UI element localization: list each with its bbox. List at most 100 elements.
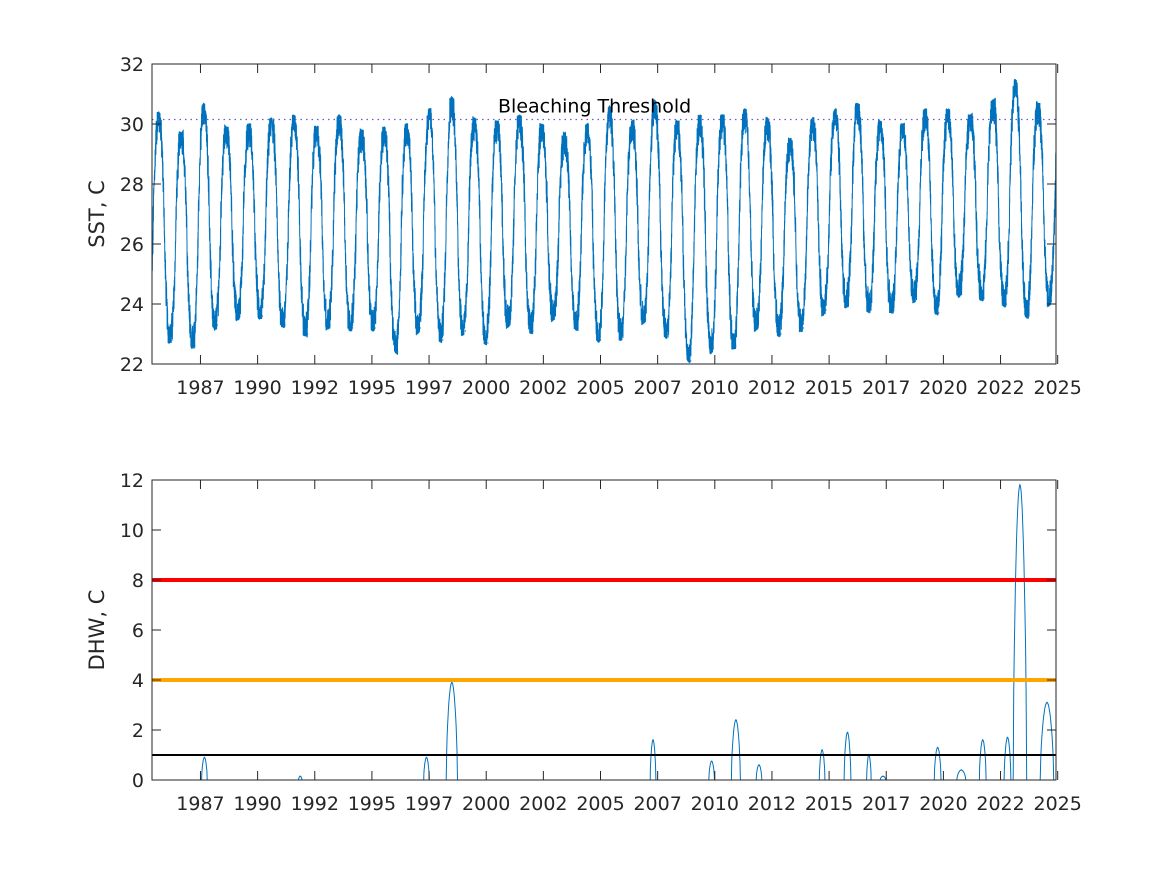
sst-trough-point-37: [1005, 303, 1008, 305]
sst-peak-point-7: [316, 129, 318, 131]
dhw-event-peak-16: [1019, 484, 1021, 486]
sst-trough-point-36: [983, 297, 985, 299]
sst-trough-point-33: [915, 297, 917, 299]
sst-peak-point-15: [496, 123, 498, 125]
sst-trough-point-13: [464, 330, 466, 332]
sst-peak-point-1: [180, 135, 182, 137]
sst-trough-point-17: [554, 315, 557, 317]
plot-area: [152, 483, 1056, 780]
dhw-event-peak-13: [960, 769, 962, 771]
sst-peak-point-39: [1037, 105, 1039, 107]
y-tick-label: 10: [120, 520, 144, 542]
sst-peak-point-28: [789, 141, 791, 143]
sst-trough-point-9: [374, 327, 376, 329]
x-tick-label: 2017: [862, 377, 910, 399]
x-tick-label: 2005: [576, 377, 624, 399]
x-tick-label: 2022: [976, 377, 1024, 399]
sst-trough-point-21: [645, 318, 647, 320]
sst-peak-point-16: [518, 117, 521, 119]
dhw-event-peak-17: [1046, 701, 1048, 704]
sst-trough-point-1: [194, 345, 196, 347]
x-tick-label: 2007: [633, 377, 681, 399]
dhw-event-peak-1: [299, 775, 301, 777]
sst-peak-point-24: [699, 117, 701, 119]
sst-trough-point-10: [397, 351, 399, 353]
bleaching-threshold-label: Bleaching Threshold: [498, 96, 691, 118]
dhw-event-peak-15: [1006, 736, 1009, 739]
dhw-event-peak-7: [758, 764, 760, 766]
sst-peak-point-11: [406, 126, 408, 128]
sst-peak-point-37: [992, 102, 994, 104]
sst-peak-point-30: [834, 111, 836, 113]
axes-box: [151, 63, 1057, 365]
sst-trough-point-16: [532, 330, 534, 332]
x-tick-label: 2002: [519, 793, 567, 815]
y-tick-label: 24: [120, 294, 144, 316]
x-tick-label: 1995: [348, 377, 396, 399]
sst-peak-point-21: [631, 123, 633, 125]
dhw-event-peak-11: [882, 775, 884, 777]
sst-peak-point-22: [654, 102, 656, 104]
sst-peak-point-31: [857, 105, 859, 107]
sst-trough-point-31: [870, 309, 872, 311]
x-tick-label: 1992: [291, 377, 339, 399]
dhw-event-peak-2: [425, 756, 428, 759]
dhw-event-peak-9: [846, 731, 849, 734]
x-tick-label: 1990: [233, 377, 281, 399]
x-tick-label: 2015: [805, 793, 853, 815]
y-tick-label: 8: [132, 570, 144, 592]
dhw-panel: 0 2 4 6 8 10 12 1987 1990 1992 1995 1997 2000 2002 200…: [85, 470, 1082, 815]
sst-peak-point-29: [811, 120, 814, 122]
x-tick-label: 2000: [462, 377, 510, 399]
sst-trough-point-26: [757, 324, 760, 326]
sst-trough-point-32: [893, 309, 895, 311]
sst-series-line: [152, 78, 1056, 364]
sst-trough-point-14: [487, 342, 489, 344]
dhw-event-peak-14: [982, 739, 984, 741]
dhw-event-peak-4: [652, 739, 654, 741]
x-tick-label: 2015: [805, 377, 853, 399]
dhw-event-peak-6: [735, 719, 737, 721]
y-tick-label: 28: [120, 174, 144, 196]
dhw-event-peak-8: [821, 749, 823, 751]
x-tick-label: 2012: [748, 793, 796, 815]
dhw-event-peak-3: [451, 681, 453, 684]
sst-trough-point-35: [960, 291, 962, 293]
sst-trough-point-22: [667, 336, 669, 338]
sst-trough-point-8: [352, 327, 354, 329]
sst-trough-point-20: [622, 336, 624, 338]
sst-peak-point-38: [1014, 81, 1017, 83]
sst-peak-point-20: [609, 108, 611, 110]
y-tick-label: 2: [132, 720, 144, 742]
dhw-event-peak-12: [936, 746, 939, 749]
sst-peak-point-35: [947, 111, 949, 113]
sst-panel: Bleaching Threshold 22 24 26 28 30 32 1987 1990 1…: [85, 54, 1082, 399]
sst-trough-point-19: [600, 339, 602, 341]
x-tick-label: 1995: [348, 793, 396, 815]
sst-trough-point-18: [577, 327, 579, 329]
y-tick-label: 6: [132, 620, 144, 642]
y-tick-label: 4: [132, 670, 144, 692]
y-tick-label: 12: [120, 470, 144, 492]
y-axis-label: DHW, C: [85, 590, 109, 671]
y-tick-label: 32: [120, 54, 144, 76]
sst-peak-point-25: [721, 117, 724, 119]
y-tick-label: 22: [120, 354, 144, 376]
sst-trough-point-27: [780, 333, 782, 335]
sst-trough-point-30: [848, 303, 850, 305]
sst-peak-point-19: [586, 126, 588, 128]
y-tick-label: 0: [132, 770, 144, 792]
sst-trough-point-2: [216, 324, 218, 326]
x-tick-label: 1987: [176, 793, 224, 815]
y-axis-label: SST, C: [85, 180, 109, 248]
x-tick-label: 2012: [748, 377, 796, 399]
sst-trough-point-28: [802, 327, 805, 329]
sst-trough-point-4: [261, 315, 264, 317]
sst-peak-point-34: [924, 111, 926, 113]
dhw-event-peak-0: [203, 756, 206, 759]
sst-peak-point-5: [270, 120, 273, 122]
x-tick-label: 2007: [633, 793, 681, 815]
sst-trough-point-12: [442, 339, 444, 341]
